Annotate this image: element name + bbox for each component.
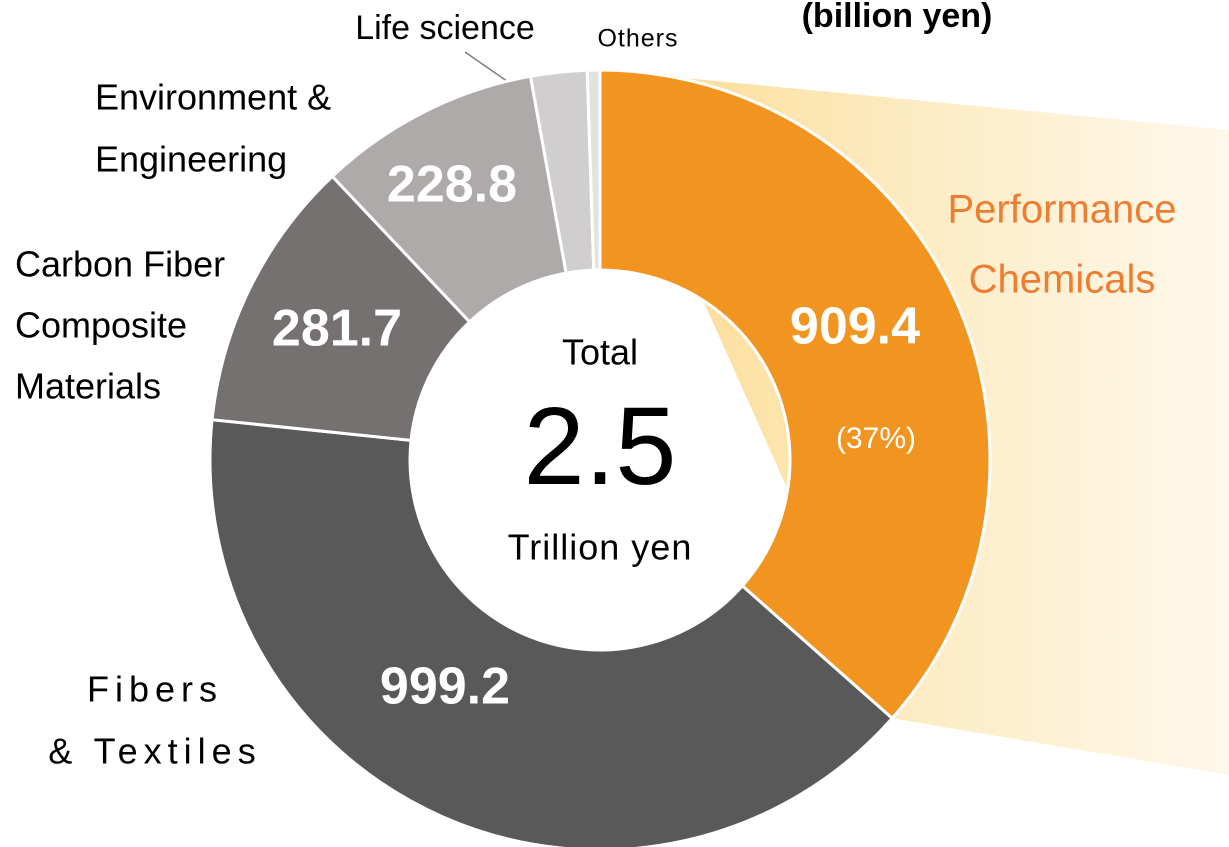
share-annotation: (37%) [836,422,916,455]
category-label: Environment & [95,77,331,118]
category-label: Materials [15,366,161,407]
chart-title: (billion yen) [802,0,993,35]
donut-slice [210,174,472,443]
category-label: Composite [15,305,187,346]
total-value: 2.5 [524,385,677,508]
donut-slice [585,68,602,272]
total-unit: Trillion yen [508,527,693,568]
value-label: 909.4 [790,298,920,356]
category-label: & Textiles [48,731,261,772]
category-label: Engineering [95,139,287,180]
donut-slice [598,68,992,721]
category-label: Carbon Fiber [15,244,225,285]
value-label: 999.2 [380,658,510,716]
category-label: Performance [948,188,1177,232]
total-label: Total [562,332,638,373]
category-label: Others [597,25,678,53]
value-label: 281.7 [272,300,402,358]
category-label: Chemicals [969,258,1156,302]
value-label: 228.8 [387,156,517,214]
category-label: Life science [355,9,535,47]
category-label: Fibers [87,669,223,710]
